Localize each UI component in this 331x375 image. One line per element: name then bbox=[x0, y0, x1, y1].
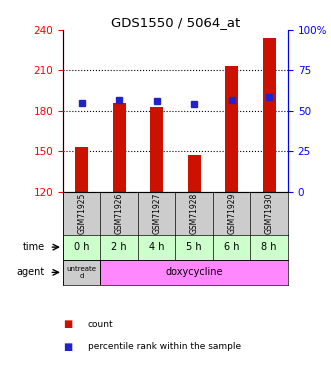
Text: GSM71928: GSM71928 bbox=[190, 192, 199, 234]
Title: GDS1550 / 5064_at: GDS1550 / 5064_at bbox=[111, 16, 240, 29]
Text: 4 h: 4 h bbox=[149, 242, 165, 252]
Bar bbox=[150, 107, 163, 192]
Text: GSM71929: GSM71929 bbox=[227, 192, 236, 234]
Text: count: count bbox=[88, 320, 113, 329]
Text: GSM71925: GSM71925 bbox=[77, 192, 86, 234]
Bar bbox=[100, 260, 288, 285]
Text: agent: agent bbox=[17, 267, 45, 278]
Bar bbox=[75, 147, 88, 192]
Text: 2 h: 2 h bbox=[111, 242, 127, 252]
Text: 5 h: 5 h bbox=[186, 242, 202, 252]
Text: GSM71927: GSM71927 bbox=[152, 192, 161, 234]
Text: GSM71930: GSM71930 bbox=[265, 192, 274, 234]
Text: untreate
d: untreate d bbox=[67, 266, 97, 279]
Text: 8 h: 8 h bbox=[261, 242, 277, 252]
Text: doxycycline: doxycycline bbox=[166, 267, 223, 278]
Text: 0 h: 0 h bbox=[74, 242, 89, 252]
Bar bbox=[63, 260, 100, 285]
Bar bbox=[225, 66, 238, 192]
Text: ■: ■ bbox=[63, 342, 72, 352]
Bar bbox=[188, 155, 201, 192]
Text: time: time bbox=[23, 242, 45, 252]
Text: percentile rank within the sample: percentile rank within the sample bbox=[88, 342, 241, 351]
Bar bbox=[262, 38, 276, 192]
Text: GSM71926: GSM71926 bbox=[115, 192, 124, 234]
Text: ■: ■ bbox=[63, 320, 72, 329]
Text: 6 h: 6 h bbox=[224, 242, 239, 252]
Bar bbox=[113, 103, 126, 192]
